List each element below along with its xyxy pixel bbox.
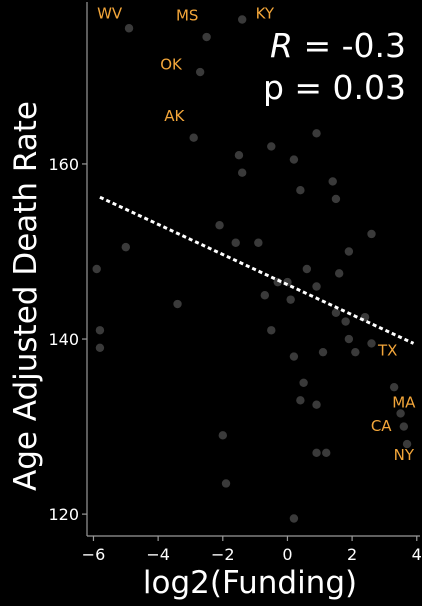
- x-tick-label: 0: [282, 545, 292, 564]
- data-point: [302, 264, 312, 274]
- data-point: [396, 409, 405, 418]
- data-point: [344, 247, 354, 256]
- x-tick-label: −2: [211, 545, 235, 564]
- data-point: [195, 67, 205, 77]
- data-point: [399, 422, 409, 431]
- data-point: [312, 400, 321, 409]
- axes: −6 −4 −2 0 2 4 120 140 160: [48, 2, 422, 564]
- correlation-stat: R = -0.3: [270, 26, 406, 65]
- data-point: [286, 295, 295, 304]
- data-point: [237, 15, 247, 24]
- data-point: [173, 299, 182, 309]
- point-label: CA: [371, 417, 392, 435]
- data-point: [312, 129, 321, 138]
- data-point: [299, 378, 308, 388]
- data-point: [318, 347, 328, 357]
- data-point: [367, 229, 376, 239]
- data-point: [296, 186, 305, 195]
- y-tick-label: 120: [48, 505, 79, 524]
- data-point: [341, 317, 350, 326]
- trend-line: [99, 195, 415, 345]
- data-point: [402, 439, 412, 449]
- data-point: [331, 308, 341, 317]
- data-point: [218, 431, 227, 440]
- point-label: MA: [392, 393, 416, 411]
- data-point: [92, 264, 101, 274]
- point-label: WV: [97, 5, 123, 23]
- data-point: [221, 479, 231, 488]
- point-label: OK: [160, 55, 183, 73]
- y-axis-title: Age Adjusted Death Rate: [8, 101, 44, 491]
- data-point: [367, 339, 376, 348]
- data-point: [289, 155, 299, 164]
- x-tick-label: 2: [347, 545, 357, 564]
- data-point: [231, 238, 240, 247]
- data-point: [95, 343, 105, 352]
- y-tick-label: 160: [48, 155, 79, 174]
- x-tick-label: −6: [82, 545, 106, 564]
- data-point: [189, 133, 198, 142]
- data-point: [260, 291, 270, 300]
- data-point: [237, 168, 247, 177]
- data-point: [328, 177, 337, 186]
- data-point: [322, 448, 331, 458]
- data-point: [289, 514, 299, 523]
- data-point: [389, 382, 399, 392]
- p-value-stat: p = 0.03: [263, 68, 406, 107]
- data-point: [296, 396, 305, 405]
- data-point: [312, 282, 321, 291]
- correlation-symbol: R: [270, 26, 293, 65]
- x-tick-label: 4: [412, 545, 422, 564]
- point-label: AK: [164, 107, 185, 125]
- data-point: [215, 221, 224, 230]
- data-point: [289, 352, 299, 361]
- point-label: MS: [176, 6, 198, 24]
- point-label: TX: [377, 342, 397, 360]
- data-point: [267, 142, 276, 151]
- y-tick-label: 140: [48, 330, 79, 349]
- point-label: NY: [394, 446, 415, 464]
- data-point: [121, 242, 130, 252]
- data-point: [267, 326, 276, 335]
- data-point: [344, 334, 354, 344]
- data-point: [124, 24, 134, 33]
- data-point: [331, 194, 341, 204]
- data-point: [95, 326, 105, 335]
- point-label: KY: [256, 5, 275, 23]
- correlation-value: = -0.3: [293, 26, 406, 65]
- data-point: [334, 269, 344, 278]
- data-point: [351, 347, 360, 357]
- data-point: [254, 238, 263, 247]
- data-point: [312, 448, 321, 458]
- data-point: [234, 150, 244, 160]
- data-point: [202, 32, 211, 42]
- x-axis-title: log2(Funding): [143, 565, 357, 601]
- x-tick-label: −4: [146, 545, 170, 564]
